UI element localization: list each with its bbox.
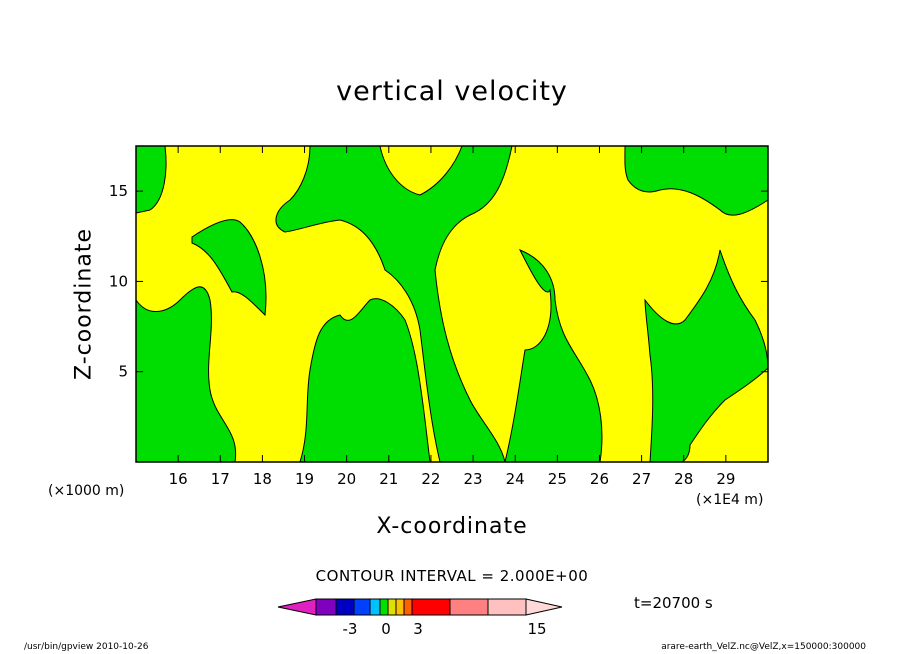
contour-interval-text: CONTOUR INTERVAL = 2.000E+00 [315, 567, 589, 585]
colorbar-cell [353, 598, 371, 616]
x-unit-label: (×1000 m) [48, 483, 125, 499]
x-tick-label: 22 [421, 470, 440, 488]
chart-title: vertical velocity [336, 76, 568, 107]
colorbar-cell [335, 598, 355, 616]
x-tick-label: 25 [548, 470, 567, 488]
colorbar-cell [369, 598, 381, 616]
region-tree [275, 145, 513, 463]
colorbar-cell [395, 598, 405, 616]
colorbar-cell [315, 598, 337, 616]
x-tick-label: 26 [590, 470, 609, 488]
x-tick-label: 18 [253, 470, 272, 488]
x-tick-label: 23 [464, 470, 483, 488]
colorbar-label: 3 [413, 620, 423, 638]
region-left-lower [135, 286, 237, 463]
time-text: t=20700 s [634, 594, 713, 612]
y-tick-label: 15 [109, 182, 128, 200]
x-tick-label: 19 [295, 470, 314, 488]
colorbar-cell [379, 598, 389, 616]
colorbar-cell [387, 598, 397, 616]
colorbar-label: -3 [343, 620, 358, 638]
colorbar-label: 15 [527, 620, 546, 638]
x-tick-label: 28 [674, 470, 693, 488]
negative-regions [135, 145, 769, 463]
colorbar-left-arrow [277, 598, 317, 616]
colorbar-cell [449, 598, 489, 616]
x-tick-label: 24 [506, 470, 525, 488]
y-tick-label: 5 [118, 363, 128, 381]
x-tick-label: 27 [632, 470, 651, 488]
y-tick-label: 10 [109, 272, 128, 290]
region-upper-left [191, 219, 267, 317]
x-secondary-unit-label: (×1E4 m) [696, 492, 764, 508]
colorbar-cell [411, 598, 451, 616]
colorbar-cell [487, 598, 527, 616]
plot-area [135, 145, 769, 463]
region-right-top [624, 145, 769, 216]
x-tick-label: 29 [716, 470, 735, 488]
y-axis-label: Z-coordinate [71, 228, 97, 380]
x-tick-label: 20 [337, 470, 356, 488]
plot-frame [135, 145, 769, 463]
region-left-top [135, 145, 167, 214]
x-axis-label: X-coordinate [376, 514, 528, 539]
x-axis-ticks: 16 17 18 19 20 21 22 23 24 25 26 27 28 29 [169, 146, 735, 488]
region-right-lower [644, 249, 769, 463]
colorbar-right-arrow [525, 598, 563, 616]
y-axis-ticks: 5 10 15 [109, 182, 768, 381]
colorbar: -3 0 3 15 [277, 598, 563, 638]
x-tick-label: 16 [169, 470, 188, 488]
footer-left: /usr/bin/gpview 2010-10-26 [24, 642, 149, 652]
colorbar-label: 0 [381, 620, 391, 638]
footer-right: arare-earth_VelZ.nc@VelZ,x=150000:300000 [661, 642, 866, 652]
x-tick-label: 17 [211, 470, 230, 488]
x-tick-label: 21 [379, 470, 398, 488]
colorbar-cell [403, 598, 413, 616]
